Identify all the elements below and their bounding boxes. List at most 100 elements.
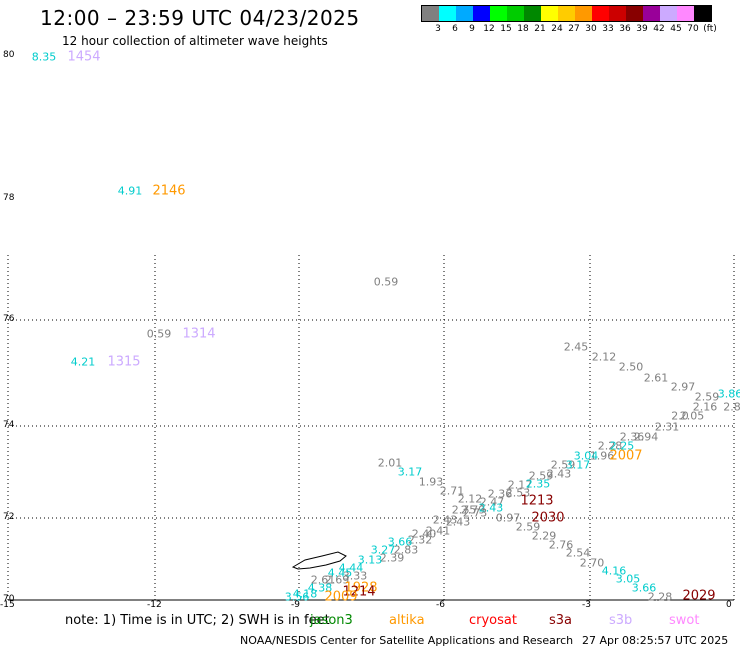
wave-height-value: 2.70 <box>579 556 605 570</box>
legend-swatch <box>677 6 694 21</box>
legend-label: (ft) <box>703 24 717 34</box>
pass-time-label: 2029 <box>682 588 716 604</box>
satellite-label-altika: altika <box>389 613 425 628</box>
legend-swatch <box>643 6 660 21</box>
longitude-label: -6 <box>436 600 445 610</box>
latitude-label: 70 <box>3 594 15 604</box>
wave-height-value: 4.45 <box>327 566 353 580</box>
legend-swatch <box>558 6 575 21</box>
legend-label: 45 <box>670 24 682 34</box>
legend-label: 15 <box>500 24 512 34</box>
legend-label: 39 <box>636 24 648 34</box>
pass-time-label: 1928 <box>344 580 378 596</box>
wave-height-value: 2.41 <box>425 524 451 538</box>
wave-height-value: 2.05 <box>679 409 705 423</box>
generated-timestamp: 27 Apr 08:25:57 UTC 2025 <box>582 634 729 647</box>
wave-height-value: 2.12 <box>591 350 617 364</box>
legend-swatch <box>541 6 558 21</box>
legend-label: 42 <box>653 24 665 34</box>
pass-time-label: 1213 <box>520 493 554 509</box>
legend-labels: 3 6 9 12 15 18 21 24 27 30 33 36 39 42 45 70 (ft) <box>421 22 717 36</box>
wave-height-value: 4.21 <box>70 355 96 369</box>
credit-text: NOAA/NESDIS Center for Satellite Applica… <box>240 634 574 647</box>
page-subtitle: 12 hour collection of altimeter wave hei… <box>62 34 328 48</box>
wave-height-value: 4.18 <box>292 587 318 601</box>
wave-height-value: 3.17 <box>397 465 423 479</box>
wave-height-value: 3.27 <box>370 543 396 557</box>
jan-mayen-island <box>291 551 347 570</box>
wave-height-value: 0.59 <box>373 275 399 289</box>
legend-label: 3 <box>435 24 441 34</box>
wave-height-value: 2.29 <box>531 529 557 543</box>
pass-time-label: 2007 <box>609 448 643 464</box>
wave-height-value: 2.43 <box>445 515 471 529</box>
pass-time-label: 2009 <box>324 589 358 605</box>
wave-height-value: 3.56 <box>284 590 310 604</box>
satellite-label-swot: swot <box>669 613 700 628</box>
pass-time-label: 2030 <box>531 510 565 526</box>
wave-height-value: 2.31 <box>654 420 680 434</box>
satellite-label-cryosat: cryosat <box>469 613 517 628</box>
wave-height-value: 3.13 <box>357 553 383 567</box>
wave-height-value: 2.76 <box>548 538 574 552</box>
wave-height-value: 2.32 <box>407 533 433 547</box>
wave-height-value: 2.61 <box>643 371 669 385</box>
color-legend: 3 6 9 12 15 18 21 24 27 30 33 36 39 42 45 70 (ft) <box>421 5 717 36</box>
wave-height-value: 2.43 <box>546 467 572 481</box>
latitude-label: 74 <box>3 420 15 430</box>
pass-time-label: 1314 <box>182 326 216 342</box>
legend-label: 36 <box>619 24 631 34</box>
legend-swatch <box>592 6 609 21</box>
wave-height-value: 3.86 <box>717 387 740 401</box>
wave-height-value: 2.43 <box>432 513 458 527</box>
wave-height-value: 2.79 <box>460 503 486 517</box>
wave-height-value: 2.83 <box>393 543 419 557</box>
wave-height-value: 2.97 <box>670 380 696 394</box>
wave-height-value: 2.01 <box>377 456 403 470</box>
wave-height-value: 0.97 <box>495 511 521 525</box>
wave-height-value: 2.39 <box>379 551 405 565</box>
wave-height-value: 2.59 <box>515 520 541 534</box>
wave-height-value: 2.25 <box>609 439 635 453</box>
wave-height-value: 2.40 <box>411 527 437 541</box>
latitude-label: 78 <box>3 193 15 203</box>
legend-label: 33 <box>602 24 614 34</box>
latitude-label: 76 <box>3 314 15 324</box>
legend-color-bar <box>421 5 712 22</box>
satellite-label-s3a: s3a <box>549 613 573 628</box>
graticule <box>7 255 735 601</box>
wave-height-value: 2.59 <box>550 458 576 472</box>
wave-height-value: 2.53 <box>505 486 531 500</box>
wave-height-value: 2.43 <box>478 501 504 515</box>
wave-height-value: 3.17 <box>565 458 591 472</box>
wave-height-value: 2.16 <box>692 400 718 414</box>
pass-time-label: 1454 <box>67 49 101 65</box>
wave-height-value: 3.05 <box>615 572 641 586</box>
wave-height-value: 2.28 <box>647 590 673 604</box>
satellite-label-jason3: jason3 <box>310 613 353 628</box>
wave-height-value: 3.66 <box>631 581 657 595</box>
wave-height-value: 1.96 <box>589 449 615 463</box>
wave-height-value: 2.47 <box>479 495 505 509</box>
wave-height-value: 2.59 <box>528 469 554 483</box>
wave-height-value: 2.35 <box>525 477 551 491</box>
longitude-label: -15 <box>0 600 15 610</box>
legend-label: 12 <box>483 24 495 34</box>
legend-label: 27 <box>568 24 580 34</box>
latitude-label: 80 <box>3 50 15 60</box>
wave-height-value: 4.44 <box>338 561 364 575</box>
wave-height-value: 3.04 <box>573 449 599 463</box>
legend-swatch <box>507 6 524 21</box>
legend-label: 18 <box>517 24 529 34</box>
legend-label: 6 <box>452 24 458 34</box>
legend-swatch <box>439 6 456 21</box>
wave-height-value: 2.28 <box>597 439 623 453</box>
wave-height-value: 2.17 <box>507 478 533 492</box>
wave-height-value: 4.38 <box>307 581 333 595</box>
legend-swatch <box>524 6 541 21</box>
wave-height-value: 2.94 <box>633 430 659 444</box>
wave-height-value: 2.75 <box>451 503 477 517</box>
legend-swatch <box>473 6 490 21</box>
longitude-label: -3 <box>582 600 591 610</box>
pass-time-label: 1214 <box>342 584 376 600</box>
